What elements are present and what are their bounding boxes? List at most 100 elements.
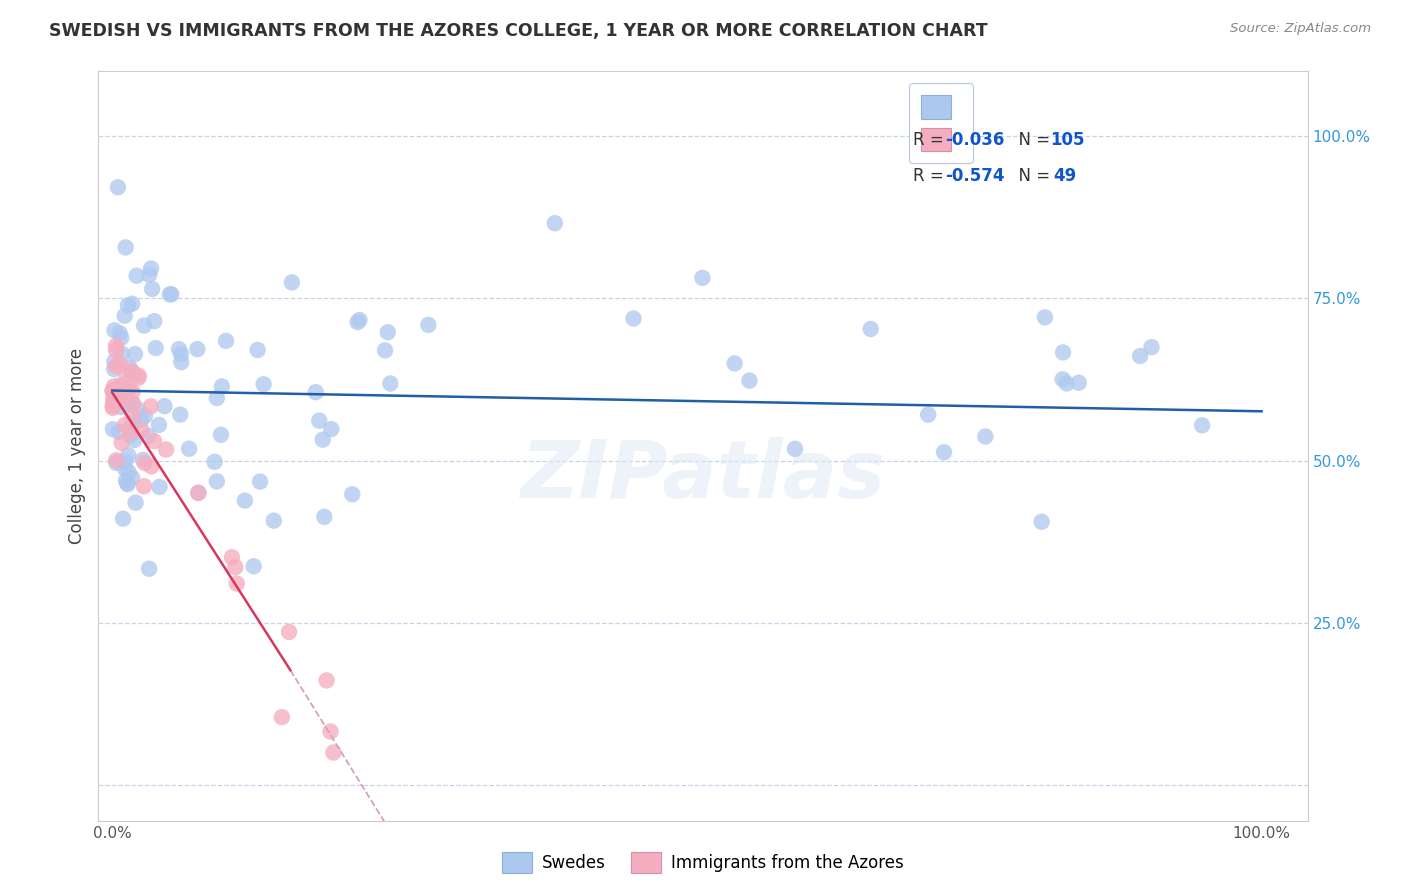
Point xyxy=(204,455,226,469)
Point xyxy=(225,576,247,591)
Point xyxy=(346,315,368,329)
Point xyxy=(205,475,228,489)
Point xyxy=(101,384,124,398)
Point xyxy=(215,334,238,348)
Point xyxy=(121,297,143,311)
Legend: Swedes, Immigrants from the Azores: Swedes, Immigrants from the Azores xyxy=(495,846,911,880)
Point xyxy=(314,509,336,524)
Point xyxy=(859,322,882,336)
Point xyxy=(114,462,136,476)
Point xyxy=(118,421,141,435)
Point xyxy=(380,376,402,391)
Point xyxy=(103,390,125,404)
Point xyxy=(209,427,232,442)
Point xyxy=(322,746,344,760)
Point xyxy=(107,425,129,439)
Point xyxy=(160,287,183,301)
Point xyxy=(114,454,136,468)
Point xyxy=(138,268,160,282)
Point xyxy=(120,428,142,442)
Point xyxy=(115,366,138,380)
Point xyxy=(112,511,135,525)
Point xyxy=(127,370,149,384)
Point xyxy=(108,326,131,341)
Text: 105: 105 xyxy=(1050,131,1085,149)
Point xyxy=(278,624,301,639)
Point xyxy=(246,343,269,357)
Text: N =: N = xyxy=(1008,131,1056,149)
Point xyxy=(120,365,142,379)
Point xyxy=(138,562,160,576)
Point xyxy=(105,392,128,407)
Point xyxy=(1056,376,1078,391)
Point xyxy=(270,710,292,724)
Point xyxy=(117,298,139,312)
Point xyxy=(101,384,124,398)
Point xyxy=(128,368,150,383)
Point xyxy=(118,398,141,412)
Point xyxy=(167,342,190,356)
Point xyxy=(128,402,150,417)
Point xyxy=(1067,376,1090,390)
Point xyxy=(110,331,132,345)
Point xyxy=(315,673,337,688)
Point xyxy=(187,485,209,500)
Point xyxy=(115,474,138,488)
Text: -0.036: -0.036 xyxy=(945,131,1005,149)
Point xyxy=(170,355,193,369)
Point xyxy=(224,560,246,574)
Point xyxy=(377,325,399,339)
Point xyxy=(418,318,440,332)
Point xyxy=(104,359,127,373)
Point xyxy=(134,456,156,470)
Point xyxy=(145,341,167,355)
Point xyxy=(114,309,136,323)
Point xyxy=(917,408,939,422)
Point xyxy=(124,347,146,361)
Point xyxy=(143,314,166,328)
Point xyxy=(1129,349,1152,363)
Point xyxy=(103,379,125,393)
Point xyxy=(105,391,128,405)
Point xyxy=(342,487,364,501)
Point xyxy=(221,550,243,565)
Text: 49: 49 xyxy=(1053,167,1077,186)
Point xyxy=(108,380,131,394)
Point xyxy=(305,385,328,400)
Point xyxy=(103,354,125,368)
Point xyxy=(120,364,142,378)
Point xyxy=(108,356,131,370)
Point xyxy=(349,313,371,327)
Point xyxy=(692,271,714,285)
Text: Source: ZipAtlas.com: Source: ZipAtlas.com xyxy=(1230,22,1371,36)
Text: R =: R = xyxy=(914,167,949,186)
Point xyxy=(138,429,160,443)
Point xyxy=(134,409,156,423)
Point xyxy=(319,724,342,739)
Point xyxy=(179,442,201,456)
Point xyxy=(1052,345,1074,359)
Point xyxy=(104,387,127,401)
Text: -0.574: -0.574 xyxy=(945,167,1005,186)
Point xyxy=(321,422,343,436)
Point xyxy=(132,479,155,493)
Point xyxy=(121,384,143,399)
Point xyxy=(205,391,228,405)
Point xyxy=(249,475,271,489)
Point xyxy=(114,417,136,432)
Point xyxy=(932,445,955,459)
Point xyxy=(253,377,276,392)
Point xyxy=(124,433,146,447)
Point xyxy=(101,422,124,436)
Point xyxy=(308,414,330,428)
Y-axis label: College, 1 year or more: College, 1 year or more xyxy=(67,348,86,544)
Text: R =: R = xyxy=(914,131,949,149)
Point xyxy=(187,486,209,500)
Point xyxy=(105,453,128,467)
Point xyxy=(122,397,145,411)
Point xyxy=(1191,418,1213,433)
Point xyxy=(148,417,170,432)
Point xyxy=(103,362,125,376)
Point xyxy=(101,401,124,415)
Point xyxy=(1033,310,1056,325)
